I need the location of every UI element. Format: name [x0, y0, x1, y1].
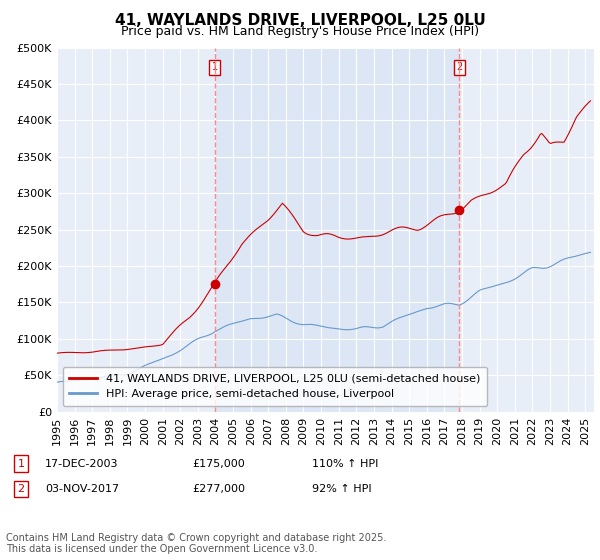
Text: 92% ↑ HPI: 92% ↑ HPI — [312, 484, 371, 494]
Text: Contains HM Land Registry data © Crown copyright and database right 2025.
This d: Contains HM Land Registry data © Crown c… — [6, 533, 386, 554]
Text: £277,000: £277,000 — [192, 484, 245, 494]
Text: 17-DEC-2003: 17-DEC-2003 — [45, 459, 119, 469]
Text: 1: 1 — [212, 62, 218, 72]
Text: 1: 1 — [17, 459, 25, 469]
Bar — [215, 48, 459, 412]
Text: Price paid vs. HM Land Registry's House Price Index (HPI): Price paid vs. HM Land Registry's House … — [121, 25, 479, 38]
Text: 110% ↑ HPI: 110% ↑ HPI — [312, 459, 379, 469]
Text: 41, WAYLANDS DRIVE, LIVERPOOL, L25 0LU: 41, WAYLANDS DRIVE, LIVERPOOL, L25 0LU — [115, 13, 485, 28]
Text: £175,000: £175,000 — [192, 459, 245, 469]
Text: 2: 2 — [17, 484, 25, 494]
Legend: 41, WAYLANDS DRIVE, LIVERPOOL, L25 0LU (semi-detached house), HPI: Average price: 41, WAYLANDS DRIVE, LIVERPOOL, L25 0LU (… — [62, 367, 487, 406]
Text: 03-NOV-2017: 03-NOV-2017 — [45, 484, 119, 494]
Text: 2: 2 — [456, 62, 462, 72]
